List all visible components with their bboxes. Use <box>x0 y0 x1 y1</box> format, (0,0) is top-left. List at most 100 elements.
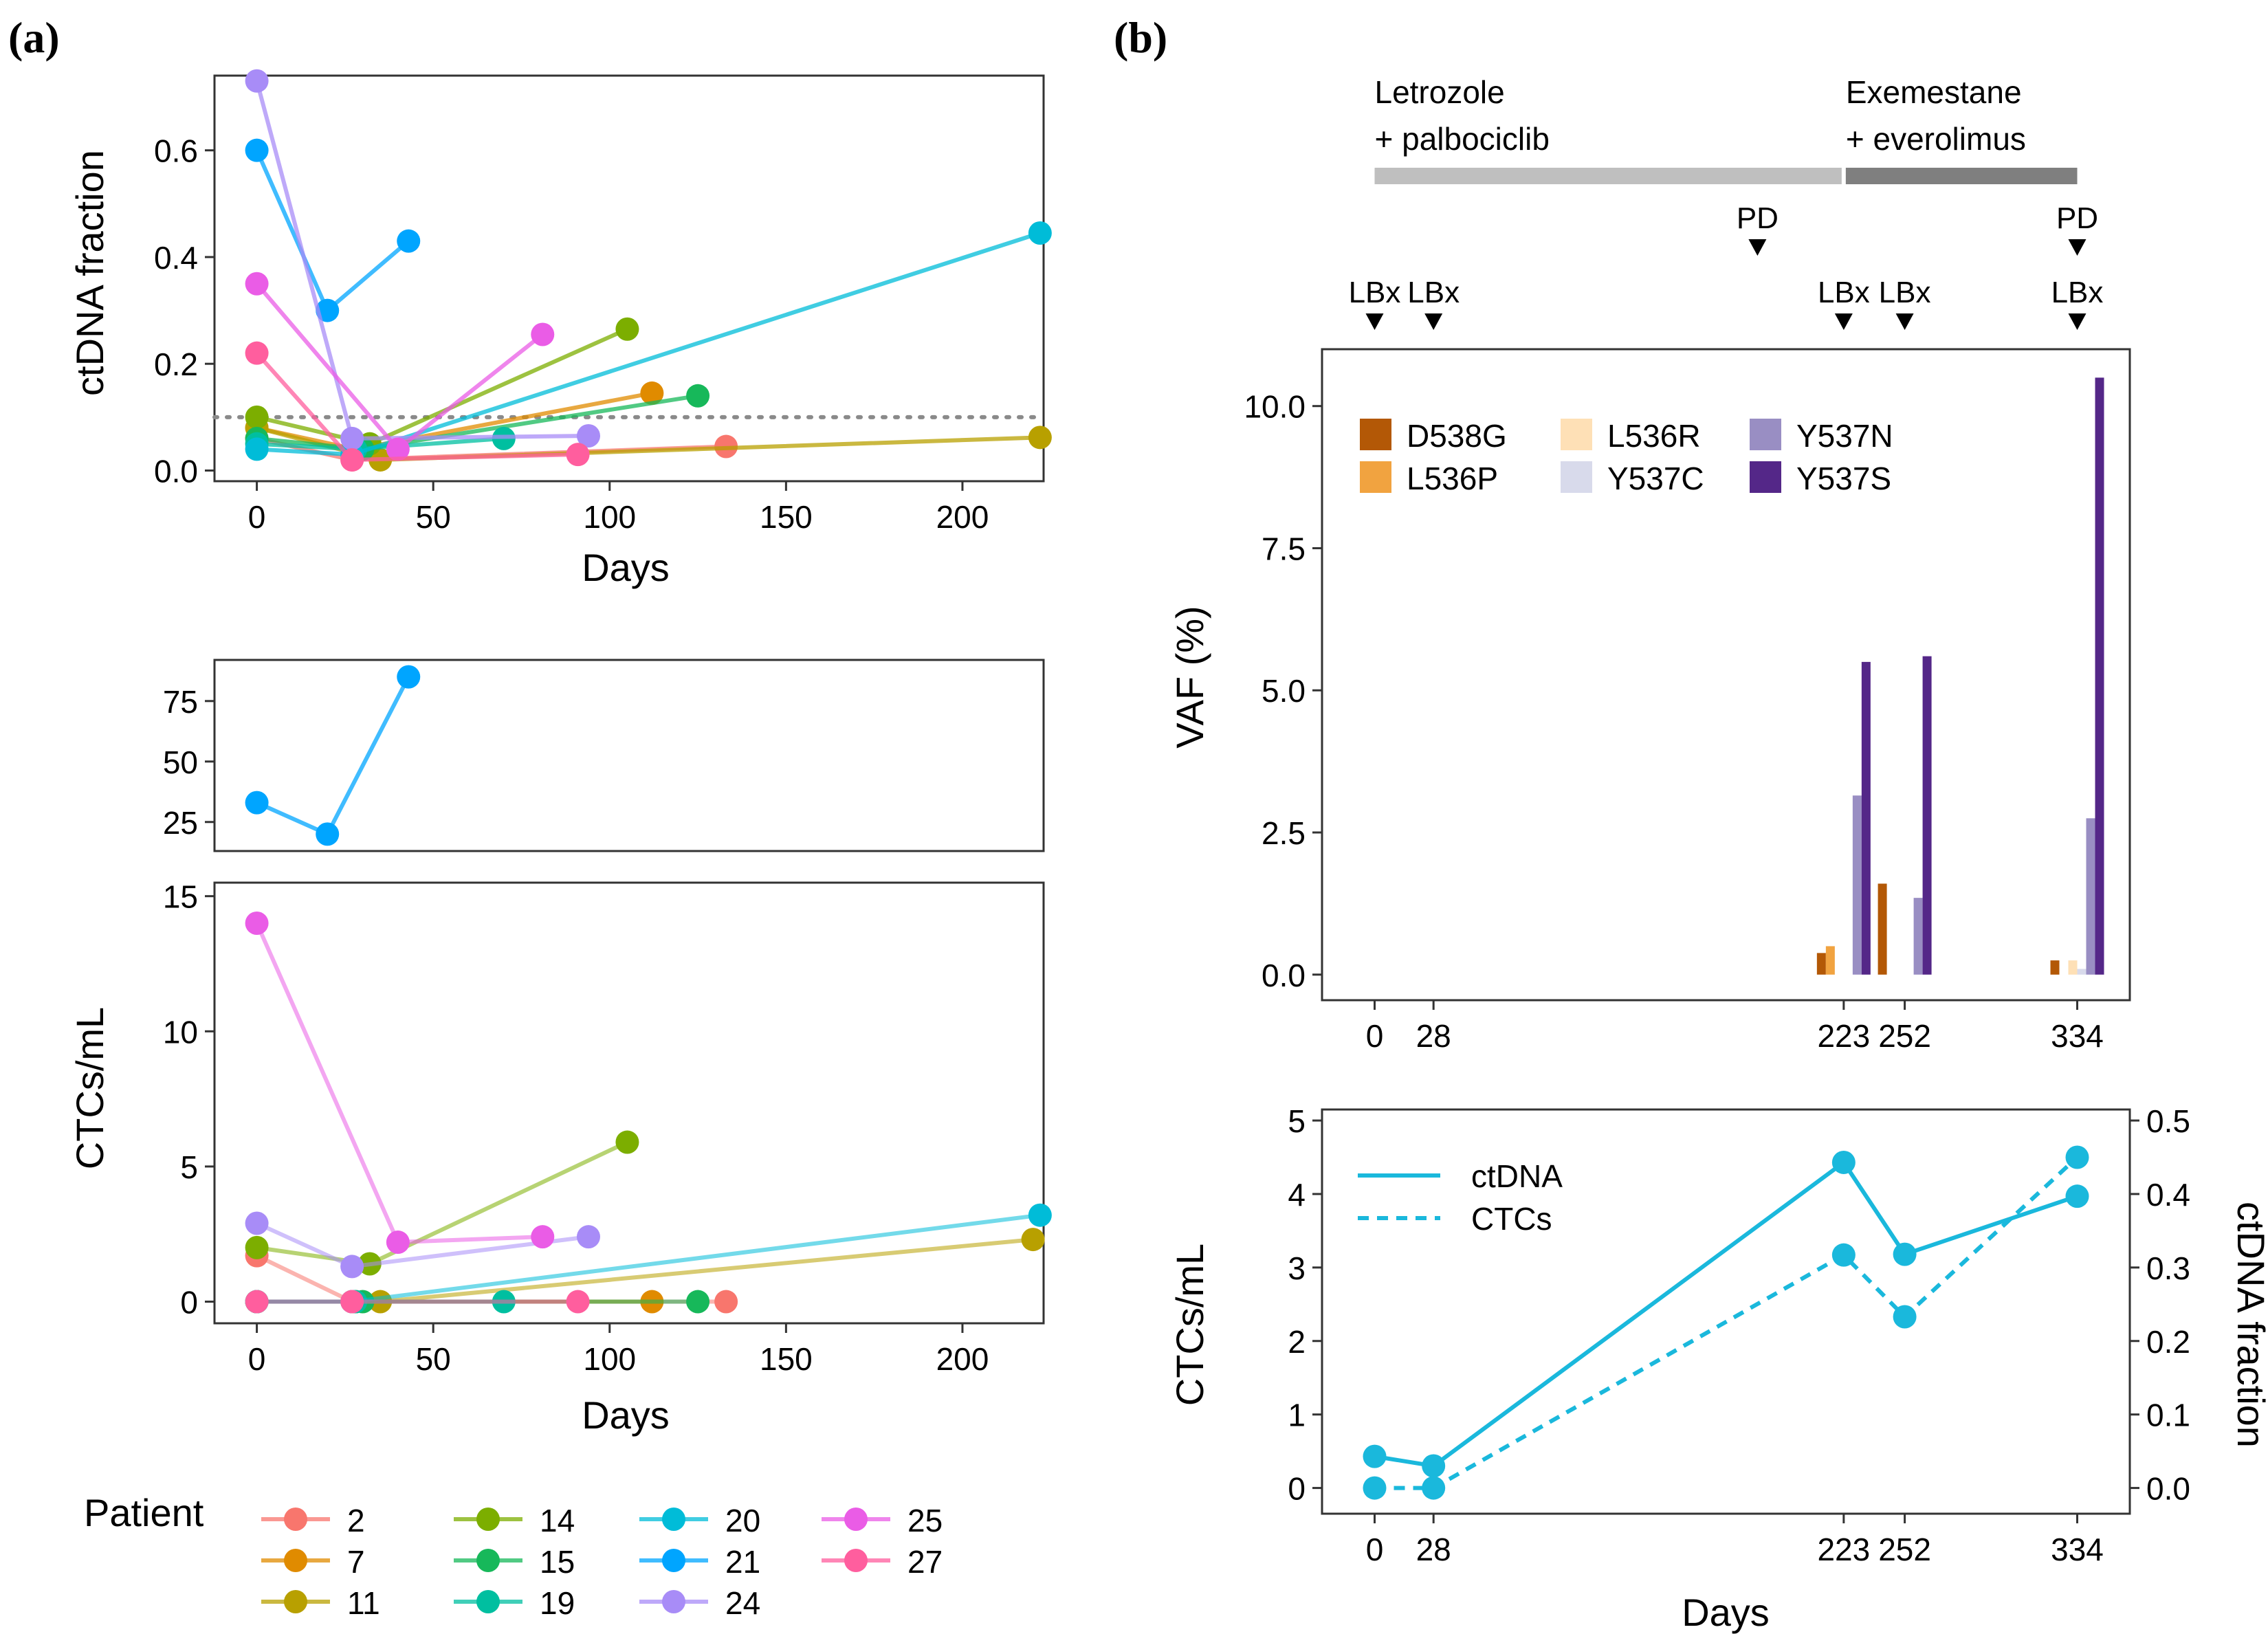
ctc-point-patient-25 <box>245 911 269 935</box>
b-ctc-y-tick-label: 5 <box>1288 1103 1306 1139</box>
ctdna-point-patient-15 <box>686 384 710 408</box>
ctdna-point-patient-25 <box>386 437 410 461</box>
point-ctdna <box>1422 1454 1446 1478</box>
legend-swatch-L536R <box>1561 419 1592 450</box>
point-ctcs <box>1893 1305 1917 1329</box>
b-ctc-y-right-tick-label: 0.4 <box>2146 1177 2190 1213</box>
lbx-arrow-icon <box>1895 313 1914 330</box>
ctdna-point-patient-21 <box>245 138 269 162</box>
a-ctc-x-label: Days <box>582 1393 670 1437</box>
legend-point-patient-14 <box>476 1508 500 1531</box>
pd-arrow-icon <box>1748 239 1767 256</box>
legend-point-patient-15 <box>476 1549 500 1572</box>
legend-point-patient-27 <box>844 1549 868 1572</box>
treatment-bar-1 <box>1374 168 1842 184</box>
a-ctc-lower-x-tick-label: 200 <box>936 1341 989 1377</box>
legend-label-patient-19: 19 <box>540 1585 575 1621</box>
b-ctc-y-right-tick-label: 0.5 <box>2146 1103 2190 1139</box>
b-ctc-y-tick-label: 0 <box>1288 1471 1306 1507</box>
vaf-bar-D538G-day-223 <box>1816 953 1826 975</box>
ctc-point-patient-24 <box>576 1225 600 1249</box>
lbx-label: LBx <box>1407 276 1460 309</box>
ctc-point-patient-20 <box>1028 1203 1052 1227</box>
ctdna-point-patient-24 <box>245 69 269 93</box>
legend-label-Y537N: Y537N <box>1796 418 1893 454</box>
vaf-bar-Y537N-day-252 <box>1913 898 1923 975</box>
ctc-upper-point-patient-21 <box>245 791 269 815</box>
b-vaf-y-tick-label: 0.0 <box>1262 958 1306 993</box>
lbx-label: LBx <box>1879 276 1931 309</box>
legend-label-patient-27: 27 <box>907 1544 943 1580</box>
ctdna-point-patient-24 <box>576 424 600 448</box>
ctdna-point-patient-25 <box>531 322 555 346</box>
a-ctdna-y-tick-label: 0.0 <box>154 453 198 489</box>
a-ctc-lower-x-tick-label: 150 <box>760 1341 813 1377</box>
legend-point-patient-19 <box>476 1590 500 1613</box>
vaf-bar-Y537S-day-334 <box>2095 377 2104 975</box>
ctdna-point-patient-7 <box>640 381 664 405</box>
point-ctcs <box>1831 1243 1856 1267</box>
ctc-point-patient-11 <box>1021 1228 1045 1252</box>
vaf-bar-Y537N-day-223 <box>1852 795 1862 975</box>
pd-arrow-icon <box>2068 239 2087 256</box>
a-ctc-y-label: CTCs/mL <box>68 1007 111 1169</box>
a-ctdna-x-tick-label: 150 <box>760 499 813 535</box>
ctc-point-patient-14 <box>615 1130 639 1154</box>
vaf-bar-Y537S-day-223 <box>1861 661 1871 975</box>
a-ctdna-x-label: Days <box>582 546 670 589</box>
b-vaf-frame <box>1321 348 2131 1002</box>
ctc-ctdna-plot: 0 1 2 3 4 5 0.0 0.1 0.2 0.3 0.4 0.5 0 28 223 252 334 <box>1288 1103 2190 1567</box>
b-ctc-x-tick-label: 252 <box>1878 1532 1931 1567</box>
legend-swatch-Y537N <box>1750 419 1781 450</box>
point-ctcs <box>2065 1145 2089 1169</box>
legend-label-Y537S: Y537S <box>1796 461 1891 496</box>
b-ctc-y-right-tick-label: 0.0 <box>2146 1471 2190 1507</box>
legend-title: Patient <box>84 1491 204 1534</box>
ctc-point-patient-15 <box>686 1290 710 1314</box>
legend-point-patient-2 <box>284 1508 307 1531</box>
a-ctdna-y-label: ctDNA fraction <box>68 150 111 396</box>
legend-label-Y537C: Y537C <box>1607 461 1704 496</box>
ctc-point-patient-25 <box>531 1225 555 1249</box>
a-ctc-lower-y-tick-label: 0 <box>180 1285 198 1321</box>
lbx-arrow-icon <box>1834 313 1853 330</box>
a-ctc-lower-frame <box>213 881 1045 1325</box>
legend-point-patient-11 <box>284 1590 307 1613</box>
a-ctc-lower-y-tick-label: 15 <box>163 879 198 915</box>
lbx-arrow-icon <box>2068 313 2087 330</box>
legend-swatch-D538G <box>1360 419 1391 450</box>
a-ctc-upper-frame <box>213 659 1045 852</box>
legend-label-L536R: L536R <box>1607 418 1701 454</box>
vaf-bar-D538G-day-252 <box>1878 883 1887 975</box>
a-ctdna-x-tick-label: 50 <box>416 499 451 535</box>
a-ctdna-x-tick-label: 200 <box>936 499 989 535</box>
b-ctc-x-label: Days <box>1682 1591 1770 1634</box>
a-ctdna-y-tick-label: 0.2 <box>154 346 198 382</box>
lbx-label: LBx <box>1349 276 1401 309</box>
ctc-upper-point-patient-21 <box>397 665 421 689</box>
ctc-point-patient-2 <box>714 1290 738 1314</box>
treatment-timeline: Letrozole + palbociclib Exemestane + everol… <box>1349 74 2104 330</box>
lbx-label: LBx <box>2051 276 2104 309</box>
b-ctc-y-tick-label: 3 <box>1288 1250 1306 1286</box>
legend-point-patient-20 <box>662 1508 685 1531</box>
a-ctdna-y-tick-label: 0.6 <box>154 133 198 169</box>
b-vaf-y-tick-label: 7.5 <box>1262 531 1306 566</box>
ctc-point-patient-27 <box>340 1290 364 1314</box>
vaf-bar-plot: 0.0 2.5 5.0 7.5 10.0 0 28 223 252 334 <box>1244 348 2131 1054</box>
ctdna-point-patient-27 <box>566 443 590 467</box>
pd-label: PD <box>2056 201 2098 235</box>
treatment-bar-2 <box>1845 168 2078 184</box>
a-ctc-lower-x-tick-label: 50 <box>416 1341 451 1377</box>
legend-label-patient-14: 14 <box>540 1503 575 1538</box>
legend-label-D538G: D538G <box>1407 418 1507 454</box>
a-ctc-lower-x-tick-label: 100 <box>583 1341 636 1377</box>
b-ctc-x-tick-label: 223 <box>1817 1532 1870 1567</box>
legend-label-patient-24: 24 <box>725 1585 760 1621</box>
legend-label-L536P: L536P <box>1407 461 1498 496</box>
ctc-point-patient-27 <box>245 1290 269 1314</box>
pd-label: PD <box>1737 201 1779 235</box>
vaf-bar-Y537C-day-334 <box>2077 969 2087 975</box>
